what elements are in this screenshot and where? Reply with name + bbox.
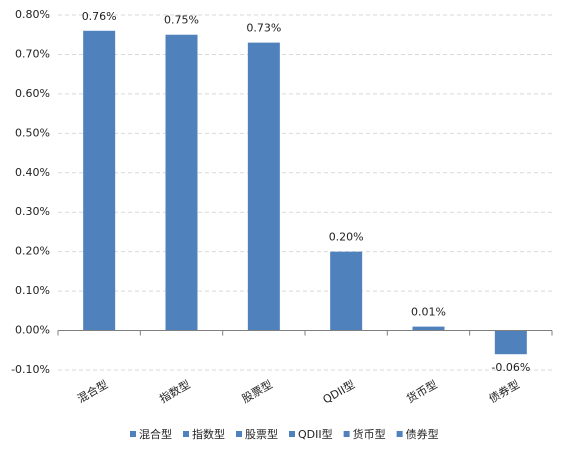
bar: [412, 326, 445, 331]
y-tick-label: 0.40%: [15, 166, 50, 179]
value-label: 0.20%: [329, 231, 364, 244]
legend-label: 混合型: [139, 427, 172, 441]
legend-label: 股票型: [245, 427, 278, 441]
bar: [247, 42, 280, 331]
y-tick-label: 0.80%: [15, 8, 50, 21]
legend-swatch: [183, 431, 189, 437]
legend: 混合型 指数型 股票型 QDII型 货币型 债券型: [130, 427, 439, 441]
y-tick-label: 0.50%: [15, 126, 50, 139]
x-tick-label: 债券型: [486, 377, 522, 406]
legend-label: 货币型: [353, 427, 386, 441]
x-tick-label: 货币型: [404, 377, 440, 406]
x-tick-label: 混合型: [75, 377, 111, 406]
legend-swatch: [130, 431, 136, 437]
legend-label: QDII型: [298, 427, 333, 441]
y-tick-label: -0.10%: [11, 363, 50, 376]
bar: [83, 30, 116, 331]
legend-swatch: [289, 431, 295, 437]
legend-swatch: [396, 431, 403, 437]
value-label: 0.73%: [246, 22, 281, 35]
value-label: 0.75%: [164, 14, 199, 27]
x-tick-label: 股票型: [239, 377, 275, 406]
x-tick-label: 指数型: [157, 377, 193, 406]
bar: [330, 251, 363, 331]
bar: [165, 34, 198, 331]
value-label: 0.01%: [411, 306, 446, 319]
y-tick-label: 0.10%: [15, 284, 50, 297]
value-label: -0.06%: [491, 361, 530, 374]
y-tick-label: 0.30%: [15, 205, 50, 218]
legend-label: 债券型: [406, 427, 439, 441]
y-tick-label: 0.00%: [15, 324, 50, 337]
legend-swatch: [343, 431, 350, 437]
bar: [494, 330, 527, 355]
x-tick-label: QDII型: [320, 377, 357, 406]
value-label: 0.76%: [82, 10, 117, 23]
legend-swatch: [236, 431, 242, 437]
y-tick-label: 0.60%: [15, 87, 50, 100]
y-tick-label: 0.20%: [15, 245, 50, 258]
legend-label: 指数型: [192, 427, 225, 441]
y-tick-label: 0.70%: [15, 47, 50, 60]
